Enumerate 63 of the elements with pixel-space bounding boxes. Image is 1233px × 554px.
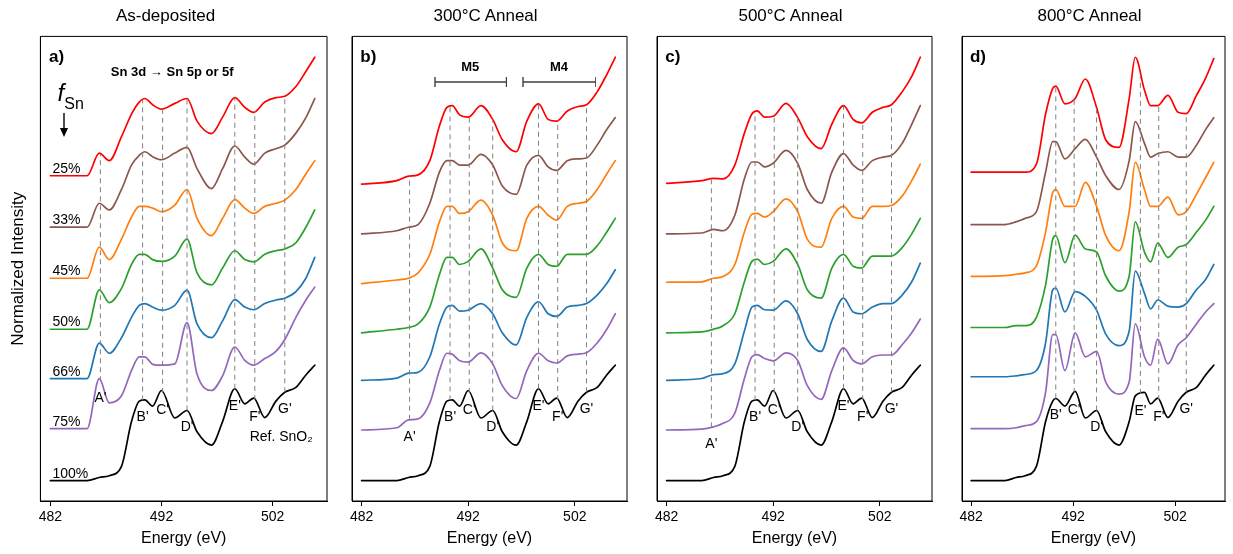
x-axis-title: Energy (eV) bbox=[446, 528, 533, 546]
annotation: M4 bbox=[549, 59, 569, 75]
ref-line-label: C' bbox=[156, 400, 169, 417]
annotation: Ref. SnO₂ bbox=[249, 427, 313, 444]
series-label: 25% bbox=[52, 159, 81, 176]
ref-line-label: E' bbox=[532, 396, 545, 413]
annotation: Sn 3d → Sn 5p or 5f bbox=[110, 63, 235, 79]
ref-line-label: G' bbox=[278, 400, 292, 417]
series-label: 75% bbox=[52, 412, 81, 429]
x-tick-label: 482 bbox=[349, 508, 374, 525]
ref-line-label: D' bbox=[791, 418, 805, 435]
ref-line-label: A' bbox=[705, 435, 718, 452]
ref-line-label: D' bbox=[1090, 418, 1103, 435]
chart-title: 300°C Anneal bbox=[433, 5, 538, 25]
x-tick-label: 482 bbox=[654, 508, 679, 525]
ref-line-label: D' bbox=[180, 418, 194, 435]
y-axis-title: Normalized Intensity bbox=[7, 191, 27, 346]
x-tick-label: 492 bbox=[1061, 508, 1086, 525]
ref-line-label: F' bbox=[1153, 407, 1165, 424]
annotation: d) bbox=[969, 46, 986, 66]
series-label: 33% bbox=[52, 211, 81, 228]
x-tick-label: 502 bbox=[260, 508, 285, 525]
ref-line-label: A' bbox=[403, 427, 416, 444]
series-label: 66% bbox=[52, 362, 81, 379]
annotation: b) bbox=[360, 46, 377, 66]
chart-title: As-deposited bbox=[115, 5, 216, 25]
x-tick-label: 492 bbox=[456, 508, 481, 525]
ref-line-label: B' bbox=[1049, 406, 1062, 423]
chart-title: 500°C Anneal bbox=[738, 5, 843, 25]
ref-line-label: B' bbox=[444, 408, 457, 425]
series-label: 50% bbox=[52, 313, 81, 330]
ref-line-label: G' bbox=[1179, 400, 1194, 417]
ref-line-label: D' bbox=[486, 418, 500, 435]
x-tick-label: 492 bbox=[149, 508, 174, 525]
ref-line-label: C' bbox=[767, 400, 781, 417]
annotation: c) bbox=[665, 46, 681, 66]
ref-line-label: E' bbox=[837, 396, 850, 413]
x-tick-label: 482 bbox=[38, 508, 63, 525]
x-tick-label: 502 bbox=[563, 508, 587, 525]
ref-line-label: G' bbox=[579, 400, 594, 417]
annotation: a) bbox=[49, 46, 65, 66]
x-axis-title: Energy (eV) bbox=[1050, 528, 1137, 546]
series-label: 45% bbox=[52, 262, 81, 279]
x-tick-label: 502 bbox=[1163, 508, 1187, 525]
ref-line-label: F' bbox=[249, 407, 261, 424]
ref-line-label: B' bbox=[749, 408, 762, 425]
ref-line-label: C' bbox=[462, 400, 476, 417]
x-axis-title: Energy (eV) bbox=[141, 528, 227, 546]
x-axis-title: Energy (eV) bbox=[751, 528, 838, 546]
x-tick-label: 482 bbox=[959, 508, 984, 525]
ref-line-label: E' bbox=[1134, 401, 1147, 418]
chart-title: 800°C Anneal bbox=[1037, 5, 1142, 25]
ref-line-label: G' bbox=[884, 400, 899, 417]
ref-line-label: E' bbox=[228, 396, 241, 413]
ref-line-label: F' bbox=[552, 407, 564, 424]
series-label: 100% bbox=[52, 464, 89, 481]
ref-line-label: B' bbox=[136, 408, 149, 425]
ref-line-label: F' bbox=[857, 407, 869, 424]
ref-line-label: A' bbox=[94, 389, 107, 406]
annotation: M5 bbox=[461, 59, 480, 75]
x-tick-label: 502 bbox=[868, 508, 892, 525]
ref-line-label: C' bbox=[1067, 400, 1081, 417]
x-tick-label: 492 bbox=[761, 508, 786, 525]
